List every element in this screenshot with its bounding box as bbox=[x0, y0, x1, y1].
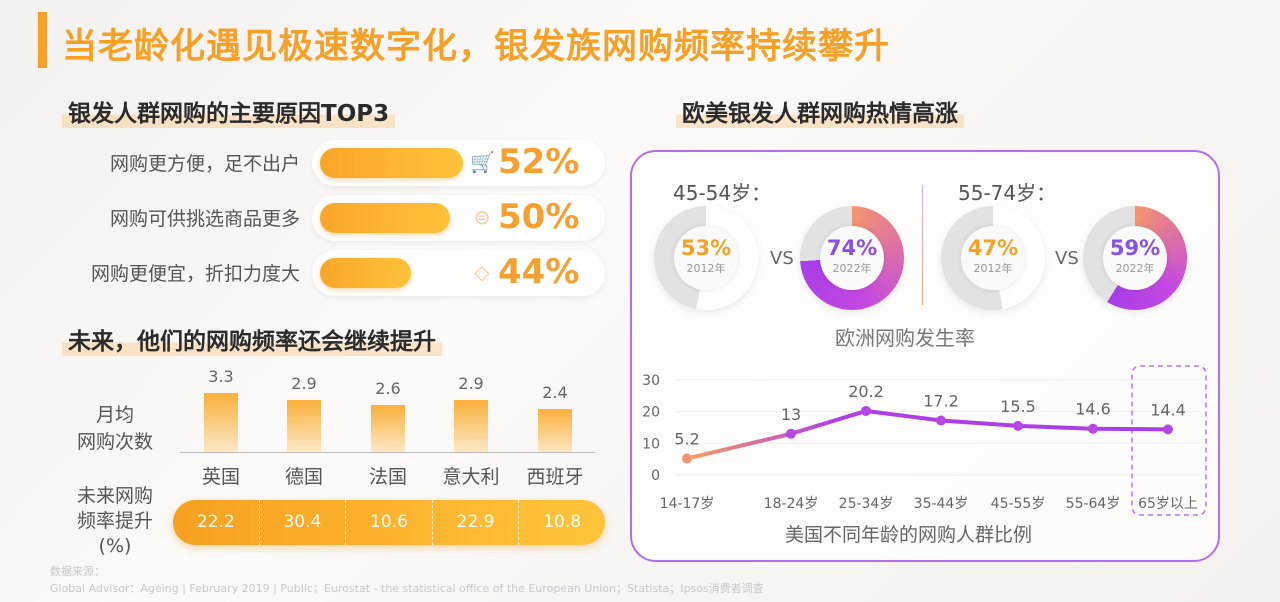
bar-category-label: 法国 bbox=[368, 466, 407, 488]
reason-label: 网购可供挑选商品更多 bbox=[109, 208, 300, 230]
reason-percent: 50% bbox=[498, 197, 580, 237]
point-value-label: 13 bbox=[781, 405, 801, 424]
point-value-label: 17.2 bbox=[923, 391, 959, 410]
price-tag-icon: ◇ bbox=[474, 260, 490, 284]
reason-label: 网购更便宜，折扣力度大 bbox=[90, 263, 300, 285]
donut-value: 59% bbox=[1109, 236, 1161, 260]
growth-label: 未来网购频率提升 (%) bbox=[65, 484, 165, 559]
data-point bbox=[861, 405, 871, 416]
bar-axis-line bbox=[180, 452, 595, 453]
x-tick-label: 55-64岁 bbox=[1066, 496, 1121, 512]
donut-center: 53% 2012年 bbox=[674, 226, 738, 290]
donut-value: 53% bbox=[680, 236, 732, 260]
growth-value: 30.4 bbox=[260, 500, 347, 545]
bar bbox=[454, 399, 488, 452]
bar-value-label: 2.9 bbox=[291, 373, 317, 393]
donut-year: 2012年 bbox=[973, 262, 1013, 275]
reason-bar bbox=[320, 203, 450, 233]
title-accent-bar bbox=[38, 12, 47, 68]
growth-bar: 22.2 30.4 10.6 22.9 10.8 bbox=[173, 500, 605, 545]
donut-value: 47% bbox=[967, 236, 1019, 260]
data-point bbox=[682, 453, 692, 464]
point-value-label: 5.2 bbox=[674, 430, 699, 449]
bar-category-label: 西班牙 bbox=[526, 466, 584, 488]
donut-year: 2012年 bbox=[686, 262, 726, 275]
data-point bbox=[786, 428, 796, 439]
growth-label-line: 未来网购 bbox=[76, 485, 153, 507]
donut-center: 47% 2012年 bbox=[961, 226, 1025, 290]
donut-2012: 53% 2012年 bbox=[654, 206, 758, 310]
y-tick-label: 0 bbox=[651, 468, 660, 484]
growth-value: 10.8 bbox=[543, 512, 582, 532]
bar-value-label: 2.4 bbox=[542, 382, 568, 402]
group-divider bbox=[922, 185, 923, 305]
point-value-label: 20.2 bbox=[848, 382, 884, 401]
vs-label: VS bbox=[1055, 248, 1079, 269]
reason-percent: 44% bbox=[498, 252, 580, 292]
highlight-box bbox=[1131, 365, 1207, 516]
donut-2012: 47% 2012年 bbox=[941, 206, 1045, 310]
data-point bbox=[936, 415, 946, 426]
y-tick-label: 10 bbox=[642, 436, 660, 452]
reasons-title: 银发人群网购的主要原因TOP3 bbox=[62, 94, 396, 128]
x-tick-label: 25-34岁 bbox=[839, 496, 894, 512]
vs-label: VS bbox=[770, 248, 794, 269]
growth-value: 22.9 bbox=[433, 500, 520, 545]
monthly-label-line: 网购次数 bbox=[76, 431, 153, 453]
y-tick-label: 30 bbox=[642, 373, 660, 389]
point-value-label: 14.4 bbox=[1150, 400, 1186, 419]
page-title: 当老龄化遇见极速数字化，银发族网购频率持续攀升 bbox=[62, 27, 891, 67]
monthly-label-line: 月均 bbox=[95, 404, 134, 426]
growth-value: 22.2 bbox=[173, 500, 260, 545]
reason-bar bbox=[320, 258, 411, 288]
right-title: 欧美银发人群网购热情高涨 bbox=[676, 94, 964, 128]
bar-value-label: 2.6 bbox=[375, 379, 401, 399]
growth-value: 10.6 bbox=[346, 500, 433, 545]
age-group-label: 55-74岁： bbox=[958, 181, 1057, 205]
growth-label-line: 频率提升 bbox=[76, 510, 153, 532]
bar-value-label: 2.9 bbox=[458, 373, 484, 393]
data-point bbox=[1163, 424, 1173, 435]
data-point bbox=[1013, 420, 1023, 431]
donut-2022: 59% 2022年 bbox=[1083, 206, 1187, 310]
x-tick-label: 14-17岁 bbox=[660, 496, 715, 512]
donut-year: 2022年 bbox=[1115, 262, 1155, 275]
age-group-label: 45-54岁： bbox=[673, 181, 772, 205]
future-title: 未来，他们的网购频率还会继续提升 bbox=[62, 322, 442, 356]
x-tick-label: 65岁以上 bbox=[1138, 496, 1198, 512]
us-line-chart: 30 20 10 0 5.2 14-17岁 13 18-24岁 20.2 25-34岁 17.2 35… bbox=[642, 365, 1207, 516]
source-text: Global Advisor：Ageing | February 2019 | … bbox=[50, 582, 764, 595]
reason-bar bbox=[320, 148, 463, 178]
monthly-label: 月均 网购次数 bbox=[70, 400, 160, 454]
growth-label-line: (%) bbox=[98, 535, 132, 557]
bar bbox=[204, 392, 238, 452]
bar-category-label: 英国 bbox=[201, 466, 240, 488]
bar bbox=[287, 399, 321, 452]
donut-center: 59% 2022年 bbox=[1103, 226, 1167, 290]
y-tick-label: 20 bbox=[642, 405, 660, 421]
point-value-label: 15.5 bbox=[1000, 397, 1036, 416]
x-tick-label: 45-55岁 bbox=[991, 496, 1046, 512]
bar bbox=[371, 405, 405, 452]
bar-value-label: 3.3 bbox=[208, 366, 234, 386]
reason-percent: 52% bbox=[498, 142, 580, 182]
data-point bbox=[1088, 423, 1098, 434]
bar-category-label: 意大利 bbox=[442, 466, 500, 488]
reason-label: 网购更方便，足不出户 bbox=[109, 153, 300, 175]
donut-value: 74% bbox=[826, 236, 878, 260]
source-label: 数据来源： bbox=[50, 565, 105, 578]
donut-center: 74% 2022年 bbox=[820, 226, 884, 290]
x-tick-label: 35-44岁 bbox=[914, 496, 969, 512]
shopping-cart-icon: 🛒 bbox=[470, 150, 495, 174]
donut-2022: 74% 2022年 bbox=[800, 206, 904, 310]
bar-category-label: 德国 bbox=[284, 466, 323, 488]
donut-year: 2022年 bbox=[832, 262, 872, 275]
us-caption: 美国不同年龄的网购人群比例 bbox=[785, 524, 1033, 546]
monitor-icon: ⊜ bbox=[473, 205, 491, 229]
europe-caption: 欧洲网购发生率 bbox=[835, 326, 975, 350]
point-value-label: 14.6 bbox=[1075, 400, 1111, 419]
bar bbox=[538, 408, 572, 452]
x-tick-label: 18-24岁 bbox=[764, 496, 819, 512]
